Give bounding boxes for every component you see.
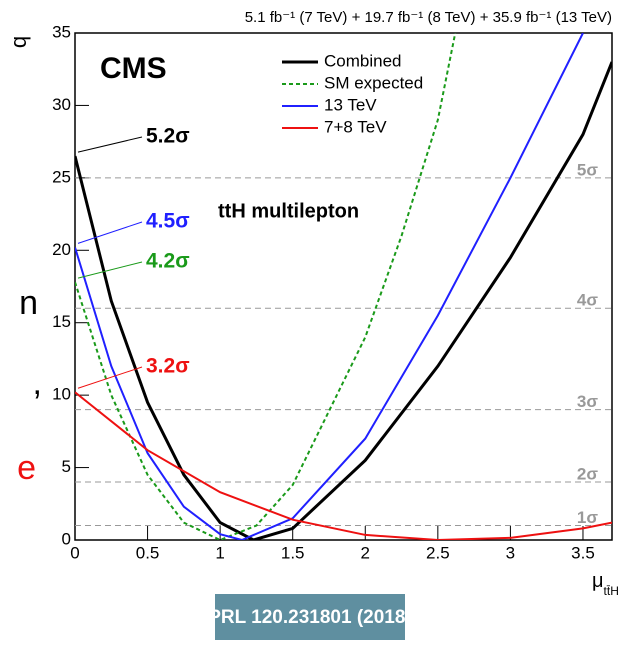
- legend-label: Combined: [324, 51, 402, 70]
- x-tick-label: 1.5: [281, 543, 305, 562]
- x-axis-label: μtt̄H: [592, 570, 619, 598]
- plot-frame: [74, 32, 613, 541]
- sigma-label: 5σ: [577, 160, 598, 179]
- sigma-label: 4σ: [577, 291, 598, 310]
- reference-badge: [215, 594, 405, 640]
- curve: [75, 391, 612, 540]
- sigma-label: 2σ: [577, 465, 598, 484]
- curve: [75, 33, 457, 540]
- y-axis-label: q: [6, 36, 31, 48]
- x-tick-label: 3.5: [571, 543, 595, 562]
- experiment-label: CMS: [100, 52, 167, 85]
- plot-area: [75, 33, 612, 540]
- x-tick-label: 0.5: [136, 543, 160, 562]
- annotation: 4.5σ: [146, 210, 190, 233]
- slide-text-fragment: e: [17, 449, 36, 487]
- y-tick-label: 20: [52, 240, 71, 259]
- reference-text: PRL 120.231801 (2018): [208, 607, 412, 628]
- slide-text-fragment: ,: [33, 364, 42, 402]
- y-tick-label: 30: [52, 95, 71, 114]
- x-tick-label: 0: [70, 543, 79, 562]
- annotation-arrow: [77, 261, 143, 279]
- x-axis-subscript: tt̄H: [604, 584, 619, 598]
- legend-label: 13 TeV: [324, 95, 377, 114]
- x-tick-label: 1: [215, 543, 224, 562]
- annotation-arrow: [77, 366, 143, 389]
- lumi-text: 5.1 fb⁻¹ (7 TeV) + 19.7 fb⁻¹ (8 TeV) + 3…: [245, 9, 612, 26]
- curve: [75, 61, 612, 540]
- annotation: 3.2σ: [146, 355, 190, 378]
- annotation: 4.2σ: [146, 250, 190, 273]
- y-tick-label: 35: [52, 22, 71, 41]
- sigma-label: 3σ: [577, 392, 598, 411]
- legend-label: 7+8 TeV: [324, 117, 387, 136]
- legend-label: SM expected: [324, 73, 423, 92]
- slide-text-fragment: n: [19, 284, 38, 322]
- x-tick-label: 2: [361, 543, 370, 562]
- curve: [75, 33, 584, 540]
- channel-label: ttH multilepton: [218, 200, 359, 222]
- y-tick-label: 5: [62, 457, 71, 476]
- y-tick-label: 0: [62, 529, 71, 548]
- annotation-arrow: [77, 136, 143, 153]
- x-axis-symbol: μ: [592, 570, 604, 592]
- sigma-label: 1σ: [577, 508, 598, 527]
- x-tick-label: 3: [506, 543, 515, 562]
- annotation-arrow: [77, 221, 143, 244]
- y-tick-label: 15: [52, 312, 71, 331]
- annotation: 5.2σ: [146, 125, 190, 148]
- y-tick-label: 10: [52, 385, 71, 404]
- x-tick-label: 2.5: [426, 543, 450, 562]
- y-tick-label: 25: [52, 167, 71, 186]
